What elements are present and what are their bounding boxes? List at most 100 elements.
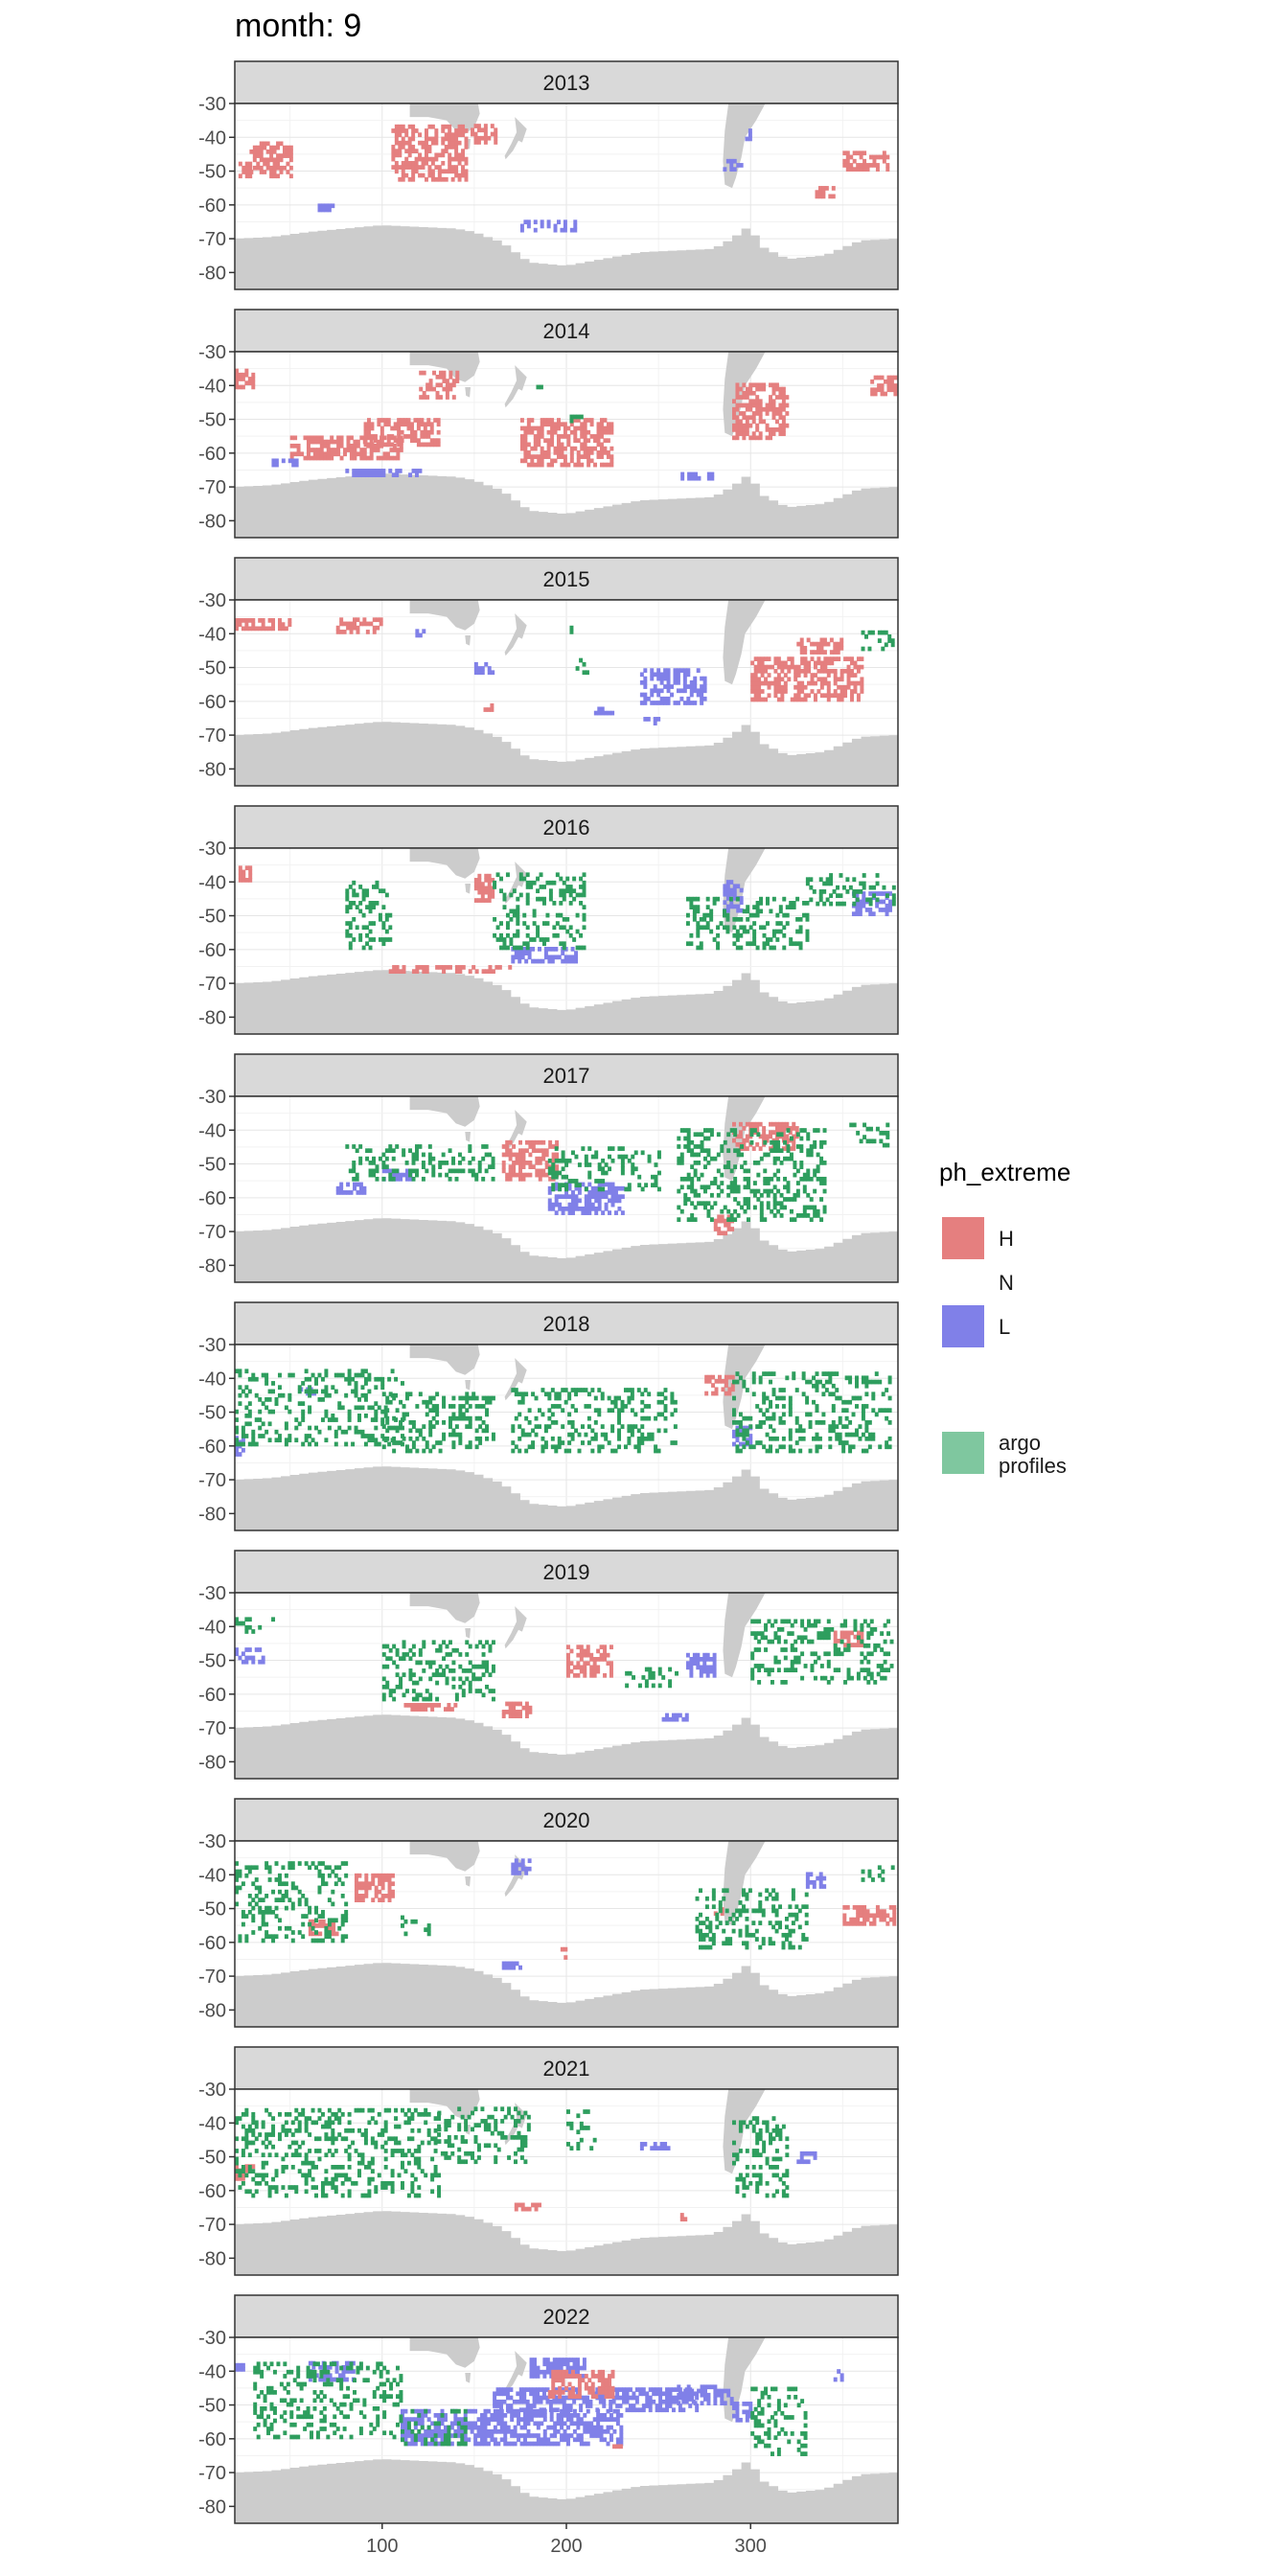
cell-argo (846, 1668, 851, 1673)
cell-argo (580, 1440, 585, 1445)
cell-l (690, 472, 695, 477)
cell-h (411, 128, 416, 133)
cell-h (599, 422, 604, 427)
cell-h (560, 454, 564, 459)
strip-2014 (234, 309, 899, 353)
cell-h (579, 1652, 584, 1658)
cell-argo (759, 896, 764, 902)
cell-argo (765, 921, 770, 926)
cell-argo (706, 1136, 711, 1141)
cell-h (454, 172, 459, 178)
cell-h (451, 379, 456, 383)
cell-h (783, 660, 788, 666)
cell-argo (732, 925, 737, 931)
cell-h (346, 435, 351, 441)
cell-argo (445, 1676, 449, 1682)
cell-argo (458, 1415, 463, 1421)
cell-h (423, 434, 427, 439)
cell-argo (582, 880, 586, 886)
cell-h (592, 1661, 597, 1666)
cell-h (480, 898, 485, 903)
cell-argo (368, 908, 373, 914)
cell-h (372, 630, 377, 634)
cell-h (884, 391, 887, 397)
cell-argo (843, 1622, 848, 1628)
cell-argo (772, 1184, 777, 1190)
cell-argo (355, 1172, 359, 1178)
cell-argo (654, 1444, 658, 1450)
cell-argo (301, 1401, 306, 1406)
cell-argo (648, 1670, 653, 1676)
cell-argo (769, 1436, 773, 1441)
cell-l (567, 1182, 572, 1187)
cell-h (380, 429, 384, 435)
cell-h (316, 439, 321, 445)
cell-argo (807, 1619, 812, 1624)
cell-h (519, 434, 524, 439)
cell-argo (543, 1392, 548, 1397)
cell-argo (821, 1383, 826, 1389)
cell-h (724, 1230, 728, 1236)
cell-h (494, 135, 498, 141)
cell-argo (782, 896, 787, 902)
cell-argo (551, 1174, 556, 1180)
cell-argo (875, 873, 880, 878)
cell-argo (610, 1448, 615, 1454)
cell-l (550, 958, 555, 964)
cell-h (427, 145, 432, 150)
cell-h (886, 375, 891, 380)
cell-argo (365, 1156, 370, 1162)
cell-h (781, 431, 786, 436)
cell-h (573, 429, 578, 435)
cell-argo (367, 1389, 372, 1394)
cell-argo (815, 1432, 819, 1438)
cell-h (265, 157, 270, 163)
cell-h (580, 454, 585, 459)
cell-h (252, 149, 257, 154)
cell-h (349, 435, 354, 441)
cell-h (583, 446, 587, 451)
cell-h (560, 462, 564, 468)
cell-argo (849, 1122, 854, 1128)
cell-h (873, 375, 878, 380)
cell-argo (568, 901, 573, 906)
cell-h (477, 886, 482, 891)
cell-h (450, 136, 455, 142)
cell-argo (685, 896, 690, 902)
cell-argo (640, 1399, 645, 1405)
cell-argo (885, 1444, 889, 1450)
cell-argo (502, 941, 507, 947)
cell-h (540, 426, 544, 431)
cell-argo (728, 896, 733, 902)
cell-h (448, 152, 452, 158)
cell-argo (451, 1444, 456, 1450)
cell-h (501, 1144, 506, 1149)
cell-h (336, 435, 341, 441)
cell-argo (779, 1132, 784, 1138)
cell-argo (686, 1144, 691, 1149)
cell-l (885, 908, 889, 912)
cell-h (606, 438, 610, 444)
cell-argo (860, 1622, 864, 1628)
cell-h (395, 965, 400, 970)
cell-h (306, 448, 310, 452)
cell-argo (696, 945, 701, 951)
cell-h (386, 442, 391, 448)
cell-argo (572, 937, 577, 942)
cell-argo (425, 1660, 429, 1666)
cell-h (783, 673, 788, 678)
cell-h (353, 455, 357, 461)
cell-l (484, 661, 489, 667)
cell-h (810, 641, 815, 647)
cell-l (324, 207, 329, 213)
cell-argo (770, 1639, 774, 1644)
cell-argo (772, 1172, 777, 1178)
cell-argo (499, 921, 503, 926)
cell-h (263, 161, 267, 167)
cell-h (560, 434, 564, 439)
cell-l (238, 1655, 242, 1661)
cell-h (518, 1139, 522, 1145)
cell-argo (574, 1428, 579, 1434)
cell-argo (636, 1440, 641, 1445)
cell-l (610, 1182, 615, 1187)
